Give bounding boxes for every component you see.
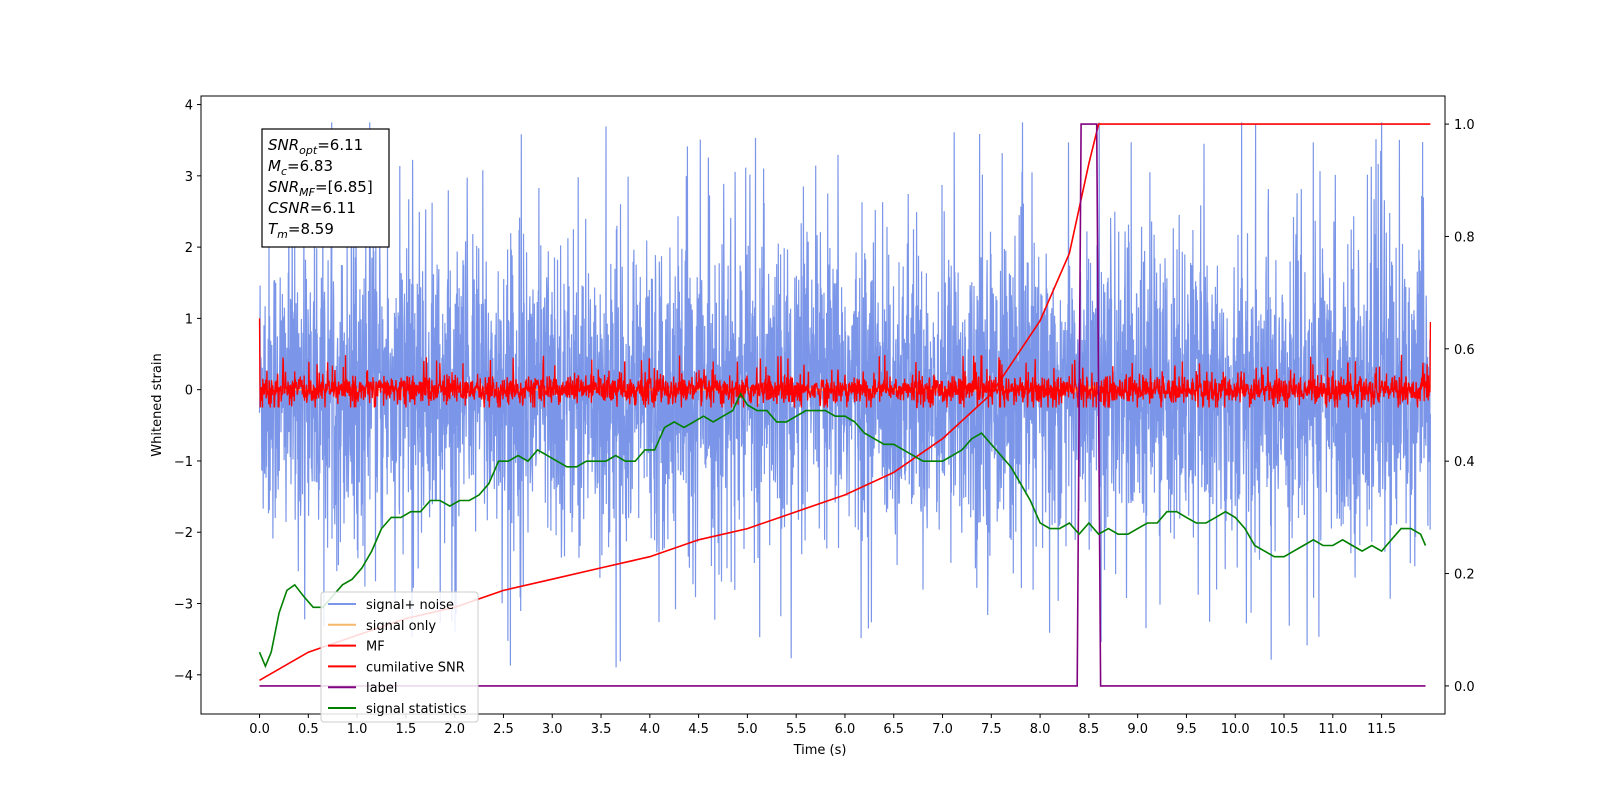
y-tick-label: 1 [185,312,193,327]
legend-label: signal+ noise [366,598,454,613]
series-mf [258,318,1432,409]
y-axis-left: 4 3 2 1 0 −1 −2 −3 −4 [174,99,201,684]
y2-tick-label: 0.4 [1454,455,1475,470]
x-tick-label: 2.0 [444,722,465,737]
x-tick-label: 10.0 [1221,722,1250,737]
x-tick-label: 5.5 [786,722,807,737]
y-tick-label: 3 [185,170,193,185]
x-tick-label: 11.5 [1367,722,1396,737]
legend-label: signal statistics [366,702,467,717]
info-line: CSNR=6.11 [268,199,356,217]
y2-tick-label: 0.0 [1454,680,1475,695]
x-tick-label: 4.5 [688,722,709,737]
y-tick-label: 0 [185,384,193,399]
info-line: Tm=8.59 [268,220,334,241]
x-tick-label: 8.0 [1030,722,1051,737]
x-axis-label: Time (s) [793,743,847,758]
x-tick-label: 1.0 [347,722,368,737]
info-line: SNRopt=6.11 [268,136,363,157]
legend-label: cumilative SNR [366,660,465,675]
legend-label: signal only [366,619,436,634]
x-tick-label: 11.0 [1318,722,1347,737]
x-axis: 0.0 0.5 1.0 1.5 2.0 2.5 3.0 3.5 4.0 4.5 5.0 5.5 6.0 6… [249,714,1396,737]
plot-frame [200,95,1446,715]
legend-label: MF [366,640,385,655]
x-tick-label: 6.5 [883,722,904,737]
x-tick-label: 7.0 [932,722,953,737]
y2-tick-label: 0.6 [1454,343,1475,358]
x-tick-label: 7.5 [981,722,1002,737]
y-tick-label: −3 [174,598,193,613]
x-tick-label: 3.5 [591,722,612,737]
x-tick-label: 3.0 [542,722,563,737]
x-tick-label: 9.5 [1176,722,1197,737]
series-label [259,123,1426,687]
legend-frame [320,591,479,723]
x-tick-label: 4.0 [639,722,660,737]
series-signal-statistics [258,392,1427,669]
y-axis-label: Whitened strain [150,353,165,456]
x-tick-label: 1.5 [396,722,417,737]
x-tick-label: 5.0 [737,722,758,737]
y2-tick-label: 0.2 [1454,568,1475,583]
legend: signal+ noise signal only MF cumilative SNR… [320,591,479,723]
x-tick-label: 0.5 [298,722,319,737]
x-tick-label: 8.5 [1079,722,1100,737]
x-tick-label: 9.0 [1127,722,1148,737]
legend-label: label [366,681,397,696]
y-tick-label: −2 [174,526,193,541]
info-box-frame [261,128,390,248]
y-tick-label: −4 [174,669,193,684]
y-tick-label: −1 [174,455,193,470]
x-tick-label: 10.5 [1270,722,1299,737]
y-tick-label: 4 [185,99,193,114]
x-tick-label: 2.5 [493,722,514,737]
y-tick-label: 2 [185,241,193,256]
x-tick-label: 6.0 [835,722,856,737]
info-line: Mc=6.83 [268,157,333,178]
y2-tick-label: 1.0 [1454,118,1475,133]
x-tick-label: 0.0 [249,722,270,737]
info-line: SNRMF=[6.85] [268,178,373,199]
y-axis-right: 1.0 0.8 0.6 0.4 0.2 0.0 [1445,118,1475,695]
y2-tick-label: 0.8 [1454,230,1475,245]
